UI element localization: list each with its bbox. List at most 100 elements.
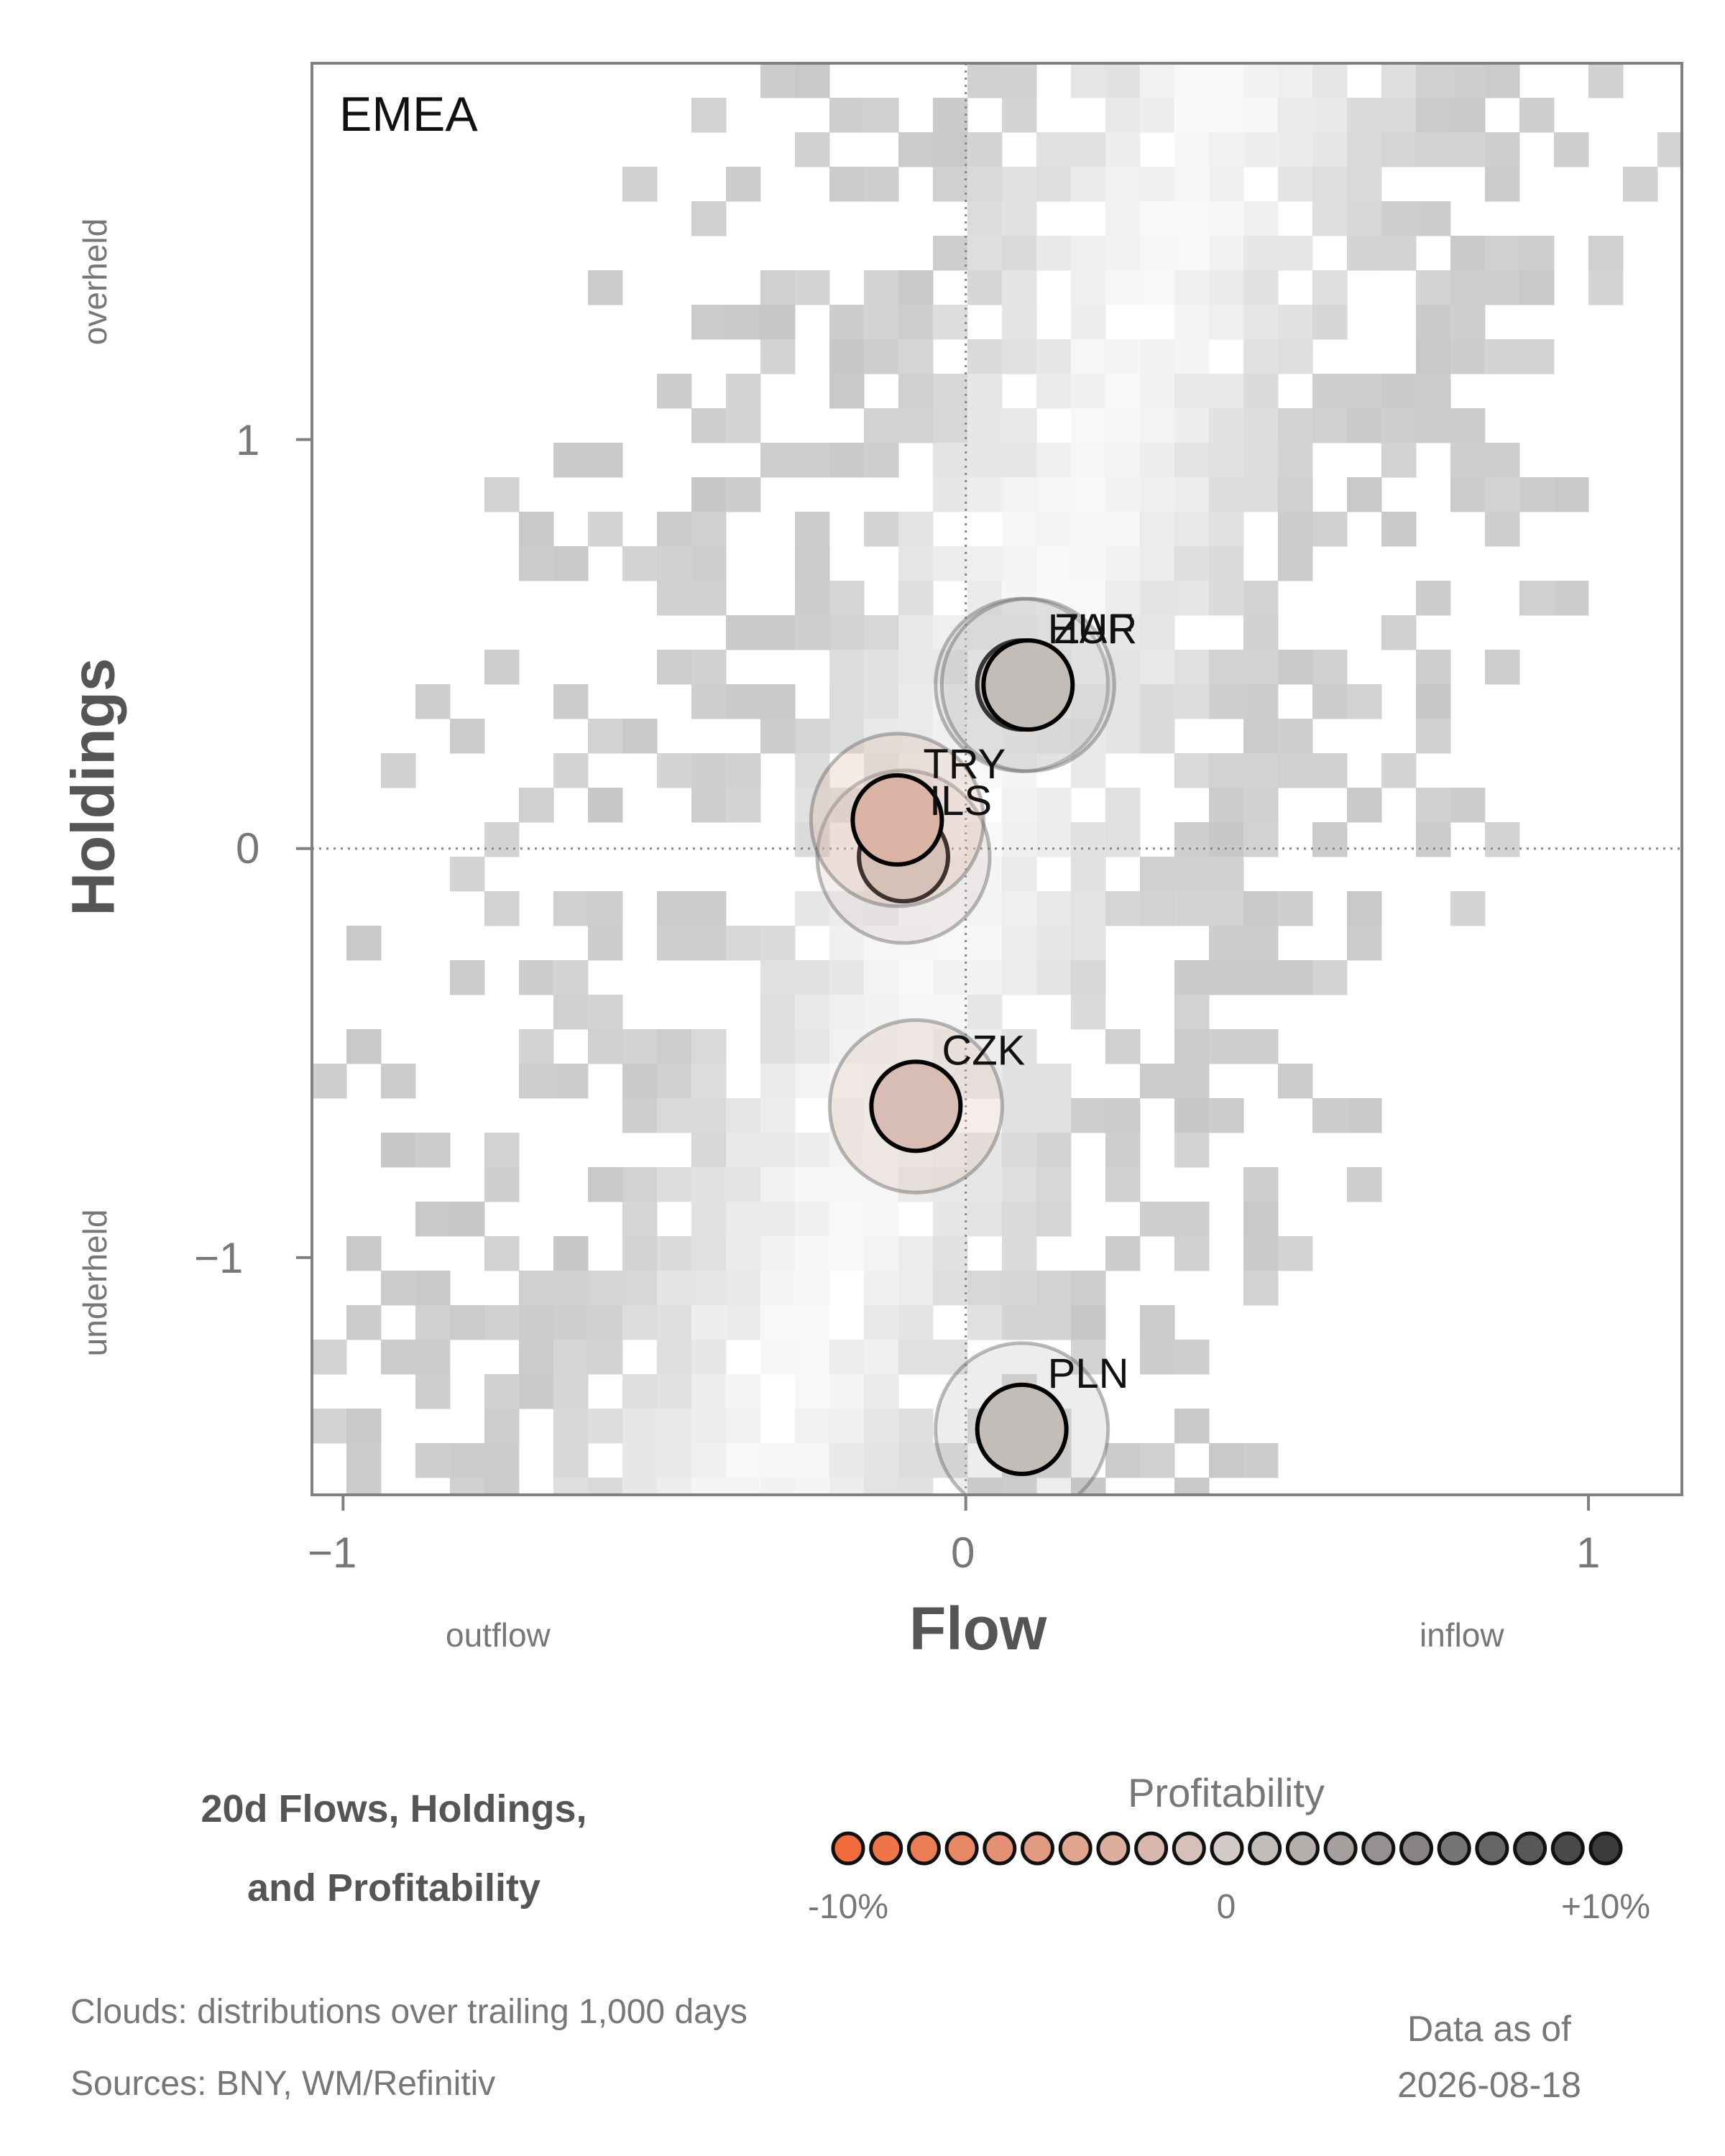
cloud-cell [1071,236,1106,271]
cloud-cell [726,1236,761,1271]
cloud-cell [1485,822,1520,857]
cloud-cell [1002,1271,1037,1306]
point-marker [981,638,1075,732]
cloud-cell [760,63,796,98]
cloud-cell [933,305,968,340]
cloud-cell [484,1478,520,1495]
cloud-cell [795,1409,830,1444]
cloud-cell [553,1374,589,1409]
point-label-czk: CZK [942,1027,1025,1074]
cloud-cell [1209,684,1244,719]
cloud-cell [1209,270,1244,305]
cloud-cell [1416,305,1451,340]
cloud-cell [1381,98,1417,133]
cloud-cell [760,1271,796,1306]
cloud-cell [933,960,968,995]
cloud-cell [1485,650,1520,685]
cloud-cell [1174,1133,1210,1168]
cloud-cell [415,1271,451,1306]
cloud-cell [1243,822,1279,857]
cloud-cell [1174,684,1210,719]
cloud-cell [657,374,692,409]
cloud-cell [1450,270,1486,305]
cloud-cell [1002,891,1037,926]
cloud-cell [829,650,865,685]
cloud-cell [657,546,692,581]
cloud-cell [1105,1236,1141,1271]
cloud-cell [1243,615,1279,650]
cloud-cell [967,201,1003,236]
cloud-cell [795,995,830,1030]
cloud-cell [1036,960,1072,995]
cloud-cell [760,1064,796,1099]
cloud-cell [691,926,727,961]
cloud-cell [657,891,692,926]
cloud-cell [760,684,796,719]
cloud-cell [1140,512,1175,547]
cloud-cell [1416,822,1451,857]
cloud-cell [795,753,830,788]
cloud-cell [1140,650,1175,685]
legend-swatch [1513,1831,1547,1866]
cloud-cell [1105,339,1141,374]
cloud-cell [795,270,830,305]
cloud-cell [760,1305,796,1340]
cloud-cell [1002,857,1037,892]
cloud-cell [588,719,623,754]
cloud-cell [967,857,1003,892]
cloud-cell [1140,1443,1175,1478]
legend-swatch [944,1831,979,1866]
cloud-cell [933,719,968,754]
cloud-cell [795,1374,830,1409]
cloud-cell [484,1443,520,1478]
cloud-cell [691,1064,727,1099]
point-label-zar: ZAR [1054,606,1137,653]
cloud-cell [691,98,727,133]
cloud-cell [1243,477,1279,512]
cloud-cell [1519,339,1555,374]
cloud-cell [1071,546,1106,581]
cloud-cell [691,1443,727,1478]
cloud-cell [1243,753,1279,788]
cloud-cell [898,339,934,374]
cloud-cell [898,1478,934,1495]
cloud-cell [450,960,485,995]
cloud-cell [415,1374,451,1409]
cloud-cell [1209,98,1244,133]
cloud-cell [1312,753,1348,788]
legend-min-label: -10% [807,1888,889,1926]
cloud-cell [415,684,451,719]
cloud-cell [829,891,865,926]
cloud-cell [1209,822,1244,857]
cloud-cell [691,1271,727,1306]
cloud-cell [1071,443,1106,478]
cloud-cell [1105,650,1141,685]
cloud-cell [760,1098,796,1133]
point-label-try: TRY [923,741,1006,788]
cloud-cell [1209,443,1244,478]
cloud-cell [1002,1064,1037,1099]
cloud-cell [864,443,899,478]
cloud-cell [864,684,899,719]
cloud-cell [519,1271,554,1306]
cloud-cell [691,512,727,547]
cloud-cell [1519,477,1555,512]
cloud-cell [795,788,830,823]
cloud-cell [1140,857,1175,892]
cloud-cell [864,339,899,374]
cloud-cell [588,1029,623,1064]
cloud-cell [622,719,658,754]
cloud-cell [1071,374,1106,409]
cloud-cell [1347,408,1382,443]
cloud-cell [1105,822,1141,857]
cloud-cell [1036,512,1072,547]
cloud-cell [829,374,865,409]
cloud-cell [933,1271,968,1306]
x-tick-label: 1 [1576,1529,1601,1577]
cloud-cell [829,684,865,719]
cloud-cell [1209,512,1244,547]
cloud-cell [898,1340,934,1375]
cloud-cell [691,408,727,443]
cloud-cell [484,1236,520,1271]
panel-label: EMEA [339,87,478,142]
